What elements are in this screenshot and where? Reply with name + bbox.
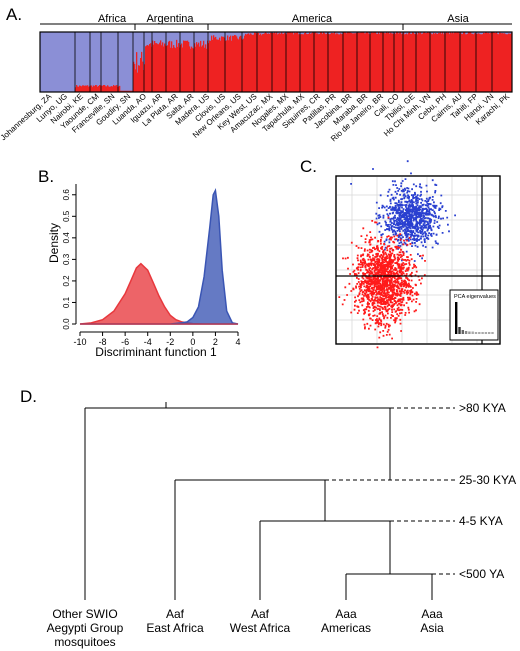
x-tick-label: -6 [121, 337, 129, 347]
x-tick-label: 0 [190, 337, 195, 347]
taxon-label-west-africa-line2: West Africa [230, 621, 291, 635]
x-tick-label: -10 [73, 337, 86, 347]
taxon-label-asia-line1: Aaa [421, 607, 443, 621]
region-label-argentina: Argentina [146, 13, 194, 25]
x-tick-label: 2 [213, 337, 218, 347]
time-label-4kya: 4-5 KYA [459, 514, 503, 528]
time-label-80kya: >80 KYA [459, 401, 506, 415]
density-chart: 0.0 0.1 0.2 0.3 0.4 0.5 0.6 -10 -8 -6 -4 -2 0 2 4 [62, 184, 241, 347]
taxon-label-swio-line2: Aegypti Group [47, 621, 124, 635]
pca-scatter: PCA eigenvalues [335, 160, 501, 349]
taxon-label-west-africa-line1: Aaf [251, 607, 270, 621]
y-tick-label: 0.0 [62, 318, 71, 330]
y-tick-label: 0.3 [62, 253, 71, 265]
y-tick-label: 0.5 [62, 210, 71, 222]
tree-branch-west-africa [259, 520, 391, 600]
pca-eigenvalues-label: PCA eigenvalues [454, 294, 496, 300]
taxon-label-americas-line1: Aaa [335, 607, 357, 621]
time-label-500ya: <500 YA [459, 567, 504, 581]
taxon-label-swio-line3: mosquitoes [54, 635, 115, 649]
x-tick-label: -4 [144, 337, 152, 347]
time-label-25kya: 25-30 KYA [459, 473, 516, 487]
pca-points [338, 160, 456, 349]
region-label-america: America [292, 13, 333, 25]
pca-eigenvalues-inset: PCA eigenvalues [449, 289, 499, 341]
region-label-asia: Asia [447, 13, 469, 25]
pca-points-red [338, 216, 426, 349]
x-tick-label: 4 [235, 337, 240, 347]
panel-c-label: C. [300, 157, 317, 176]
taxon-label-east-africa-line2: East Africa [146, 621, 204, 635]
x-tick-label: -8 [99, 337, 107, 347]
y-tick-label: 0.6 [62, 189, 71, 201]
tree-branch-east-africa [174, 479, 326, 600]
y-tick-label: 0.1 [62, 296, 71, 308]
structure-plot [39, 31, 513, 93]
x-tick-label: -2 [166, 337, 174, 347]
region-label-africa: Africa [98, 13, 127, 25]
taxon-label-americas-line2: Americas [321, 621, 371, 635]
tree-branch-root [84, 402, 391, 600]
taxon-label-east-africa-line1: Aaf [166, 607, 185, 621]
taxon-label-swio-line1: Other SWIO [52, 607, 117, 621]
density-blue [80, 188, 239, 325]
y-tick-label: 0.4 [62, 232, 71, 244]
panel-d-label: D. [20, 387, 37, 406]
panel-b-label: B. [38, 167, 54, 186]
x-axis-label: Discriminant function 1 [95, 345, 217, 359]
y-tick-label: 0.2 [62, 275, 71, 287]
tree-branch-aaa [345, 573, 433, 600]
panel-a-region-bar [40, 23, 512, 30]
panel-a-label: A. [6, 5, 22, 24]
pca-points-blue [350, 160, 456, 262]
taxon-label-asia-line2: Asia [420, 621, 444, 635]
phylogenetic-tree [84, 402, 455, 600]
y-axis-label: Density [47, 223, 61, 263]
